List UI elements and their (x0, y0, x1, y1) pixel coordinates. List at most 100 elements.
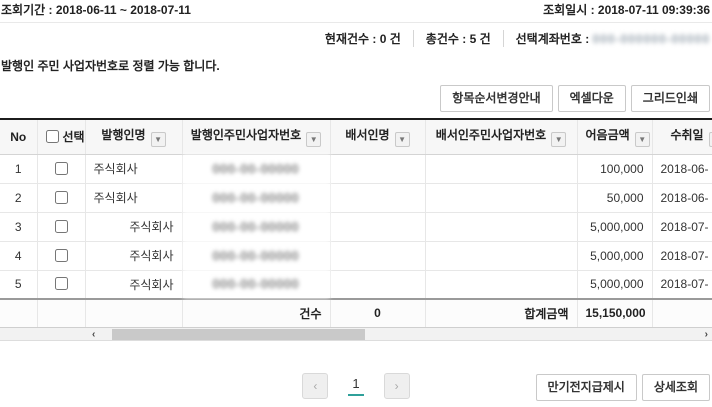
row-select-checkbox[interactable] (54, 161, 68, 175)
selected-account-label: 선택계좌번호 : (515, 32, 590, 46)
col-issuer-id-label: 발행인주민사업자번호 (190, 128, 302, 143)
issuer-id-cell-masked: 000-00-00000 (182, 241, 331, 271)
column-reorder-guide-button[interactable]: 항목순서변경안내 (440, 85, 553, 112)
endorser-name-cell (330, 154, 426, 184)
col-endorser-id: 배서인주민사업자번호 ▼ (425, 120, 578, 155)
prev-page-button[interactable]: ‹ (302, 372, 329, 399)
table-row: 3 주식회사 000-00-00000 5,000,000 2018-07- (0, 212, 712, 242)
scroll-right-icon[interactable]: › (704, 328, 708, 340)
table-row: 1 주식회사 000-00-00000 100,000 2018-06- (0, 154, 712, 184)
issuer-name-cell: 주식회사 (85, 241, 183, 271)
col-issuer: 발행인명 ▼ (85, 120, 183, 155)
endorser-id-cell (425, 241, 578, 271)
summary-count-label: 건수 (182, 298, 331, 328)
row-select-checkbox[interactable] (54, 190, 68, 204)
row-select-cell (37, 154, 86, 184)
col-endorser: 배서인명 ▼ (330, 120, 426, 155)
summary-empty (37, 298, 86, 328)
endorser-sort-dropdown-icon[interactable]: ▼ (394, 132, 410, 148)
endorser-name-cell (330, 241, 426, 271)
amount-cell: 50,000 (577, 183, 653, 213)
summary-empty (0, 298, 38, 328)
row-select-cell (37, 241, 86, 271)
footer-actions: 만기전지급제시 상세조회 (535, 374, 710, 401)
endorser-id-cell (425, 212, 578, 242)
row-no: 4 (0, 241, 38, 271)
issuer-name-cell: 주식회사 (85, 270, 183, 300)
issuer-id-sort-dropdown-icon[interactable]: ▼ (306, 132, 322, 148)
query-period-label: 조회기간 : 2018-06-11 ~ 2018-07-11 (1, 3, 191, 17)
receive-date-sort-dropdown-icon[interactable]: ▼ (708, 132, 712, 148)
select-all-checkbox[interactable] (45, 130, 59, 144)
counts-bar: 현재건수 : 0 건 총건수 : 5 건 선택계좌번호 : 000-000000… (0, 23, 712, 47)
endorser-name-cell (330, 183, 426, 213)
maturity-present-button[interactable]: 만기전지급제시 (535, 374, 637, 401)
row-no: 2 (0, 183, 38, 213)
grid-toolbar: 항목순서변경안내 엑셀다운 그리드인쇄 (0, 74, 712, 118)
row-select-checkbox[interactable] (54, 219, 68, 233)
issuer-id-cell-masked: 000-00-00000 (182, 212, 331, 242)
bill-table: No 선택 발행인명 ▼ 발행인주민사업자번호 ▼ 배서인명 ▼ 배서인주민사업자번호… (0, 120, 712, 328)
amount-cell: 5,000,000 (577, 212, 653, 242)
row-no: 1 (0, 154, 38, 184)
receive-date-cell: 2018-07- (652, 270, 712, 300)
horizontal-scrollbar[interactable]: ‹ › (0, 327, 712, 341)
issuer-name-cell: 주식회사 (85, 183, 183, 213)
issuer-id-cell-masked: 000-00-00000 (182, 270, 331, 300)
col-issuer-id: 발행인주민사업자번호 ▼ (182, 120, 331, 155)
summary-row: 건수 0 합계금액 15,150,000 (0, 298, 712, 328)
issuer-sort-dropdown-icon[interactable]: ▼ (150, 132, 166, 148)
issuer-id-cell-masked: 000-00-00000 (182, 183, 331, 213)
selected-account-number-masked: 000-000000-00000 (592, 32, 710, 46)
receive-date-cell: 2018-07- (652, 241, 712, 271)
col-amount-label: 어음금액 (585, 128, 630, 143)
scroll-left-icon[interactable]: ‹ (92, 328, 96, 340)
col-endorser-id-label: 배서인주민사업자번호 (435, 128, 547, 143)
page-number-current[interactable]: 1 (348, 376, 364, 396)
issuer-id-cell-masked: 000-00-00000 (182, 154, 331, 184)
col-amount: 어음금액 ▼ (577, 120, 653, 155)
row-select-checkbox[interactable] (54, 248, 68, 262)
endorser-id-sort-dropdown-icon[interactable]: ▼ (551, 132, 567, 148)
receive-date-cell: 2018-06- (652, 183, 712, 213)
row-select-checkbox[interactable] (54, 277, 68, 291)
row-select-cell (37, 212, 86, 242)
col-no: No (0, 120, 38, 155)
endorser-name-cell (330, 212, 426, 242)
col-receive-date: 수취일 ▼ (652, 120, 712, 155)
row-no: 5 (0, 270, 38, 300)
endorser-id-cell (425, 270, 578, 300)
receive-date-cell: 2018-06- (652, 154, 712, 184)
amount-sort-dropdown-icon[interactable]: ▼ (634, 132, 650, 148)
issuer-name-cell: 주식회사 (85, 212, 183, 242)
detail-view-button[interactable]: 상세조회 (641, 374, 710, 401)
bill-grid-viewport: No 선택 발행인명 ▼ 발행인주민사업자번호 ▼ 배서인명 ▼ 배서인주민사업자번호… (0, 118, 712, 328)
bill-table-header: No 선택 발행인명 ▼ 발행인주민사업자번호 ▼ 배서인명 ▼ 배서인주민사업자번호… (0, 120, 712, 155)
pagination: ‹ 1 › (0, 372, 712, 399)
col-endorser-label: 배서인명 (345, 128, 390, 143)
summary-empty (85, 298, 183, 328)
selected-account: 선택계좌번호 : 000-000000-00000 (502, 30, 710, 47)
summary-total-value: 15,150,000 (577, 298, 653, 328)
col-select-label: 선택 (62, 130, 85, 145)
table-row: 2 주식회사 000-00-00000 50,000 2018-06- (0, 183, 712, 213)
endorser-id-cell (425, 183, 578, 213)
endorser-id-cell (425, 154, 578, 184)
sort-hint-text: 발행인 주민 사업자번호로 정렬 가능 합니다. (1, 59, 220, 73)
next-page-button[interactable]: › (383, 372, 410, 399)
amount-cell: 5,000,000 (577, 241, 653, 271)
scrollbar-thumb[interactable] (112, 328, 365, 340)
row-select-cell (37, 183, 86, 213)
current-count-label: 현재건수 : 0 건 (324, 32, 401, 46)
top-info-bar: 조회기간 : 2018-06-11 ~ 2018-07-11 조회일시 : 20… (0, 0, 712, 23)
table-row: 4 주식회사 000-00-00000 5,000,000 2018-07- (0, 241, 712, 271)
excel-download-button[interactable]: 엑셀다운 (557, 85, 626, 112)
row-no: 3 (0, 212, 38, 242)
total-count-label: 총건수 : 5 건 (412, 30, 503, 47)
grid-print-button[interactable]: 그리드인쇄 (630, 85, 710, 112)
col-select: 선택 (37, 120, 86, 155)
table-row: 5 주식회사 000-00-00000 5,000,000 2018-07- (0, 270, 712, 300)
summary-total-label: 합계금액 (425, 298, 578, 328)
col-issuer-label: 발행인명 (101, 128, 146, 143)
